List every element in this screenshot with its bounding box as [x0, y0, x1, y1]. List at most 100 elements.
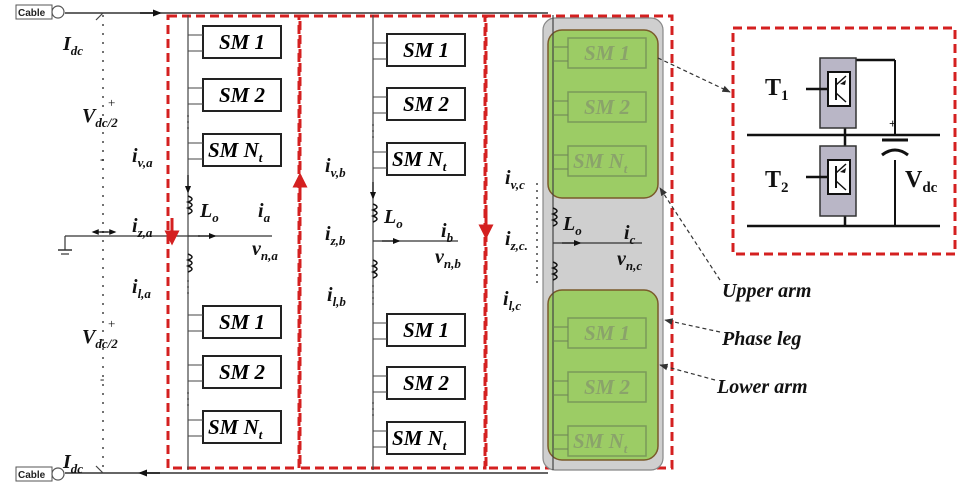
- ib-sub: b: [447, 230, 454, 245]
- t1-symbol: T: [765, 75, 781, 101]
- phase-a-upper-sm1: SM 1: [188, 25, 282, 59]
- vdc-upper-label: Vdc/2: [82, 105, 118, 130]
- phase-c-lower-sm1-label: SM 1: [584, 321, 630, 345]
- ivc-sub: v,c: [511, 177, 526, 192]
- t2-label: T2: [765, 167, 789, 196]
- phase-c-upper-smn: SM Nt: [553, 145, 647, 177]
- idc-bottom-label: Idc: [62, 451, 83, 476]
- vdc-cap-label: Vdc: [905, 167, 938, 196]
- phase-b-upper-smn-label: SM Nt: [392, 147, 447, 174]
- ia-symbol: i: [258, 200, 264, 222]
- loc-label: Lo: [562, 213, 582, 238]
- idc-bottom-sub: dc: [71, 461, 84, 476]
- phase-a-upper-inductor: [185, 195, 193, 215]
- vnc-label: vn,c: [617, 248, 642, 273]
- ilc-label: il,c: [503, 288, 521, 313]
- phase-c-lower-inductor: [550, 261, 558, 281]
- ivb-sub: v,b: [331, 165, 347, 180]
- cable-terminal-bottom: Cable: [15, 466, 65, 482]
- phase-c-lower-smn-text: SM N: [573, 429, 625, 453]
- callout-sm-to-detail: [657, 57, 731, 93]
- izb-sub: z,b: [330, 233, 346, 248]
- lower-arm-c: [547, 289, 659, 461]
- idc-top-sub: dc: [71, 43, 84, 58]
- izc-symbol: i: [505, 228, 511, 250]
- ivb-symbol: i: [325, 155, 331, 177]
- phase-c-upper-sm2: SM 2: [553, 91, 647, 123]
- vdc-upper-sub: dc/2: [95, 115, 118, 130]
- cable-terminal-top: Cable: [15, 4, 65, 20]
- switch-t1-icon: [806, 57, 857, 129]
- ic-symbol: i: [624, 222, 630, 244]
- phase-b-lower-sm1-label: SM 1: [403, 318, 449, 342]
- iva-sub: v,a: [138, 155, 154, 170]
- phase-a-upper-sm1-label: SM 1: [219, 30, 265, 54]
- ib-symbol: i: [441, 220, 447, 242]
- upper-arm-label: Upper arm: [722, 280, 811, 302]
- ic-sub: c: [630, 232, 636, 247]
- phase-c-upper-sm2-label: SM 2: [584, 95, 631, 119]
- phase-c-upper-sm1-label: SM 1: [584, 41, 630, 65]
- phase-b-upper-sm2: SM 2: [373, 87, 466, 121]
- cable-bottom-label: Cable: [18, 470, 46, 481]
- phase-b-upper-inductor: [370, 203, 378, 223]
- cable-top-label: Cable: [18, 8, 46, 19]
- phase-a-upper-sm2-label: SM 2: [219, 83, 266, 107]
- ilb-sub: l,b: [333, 294, 347, 309]
- callout-lower-arm: [659, 363, 716, 381]
- loc-symbol: L: [562, 213, 575, 235]
- vdc-lower-symbol: V: [82, 326, 97, 348]
- phase-leg-label: Phase leg: [721, 328, 801, 350]
- phase-c-upper-smn-sub: t: [624, 161, 628, 176]
- lower-arm-label: Lower arm: [716, 376, 808, 398]
- ia-label: ia: [258, 200, 271, 225]
- phase-a-upper-smn-label: SM Nt: [208, 138, 263, 165]
- loa-label: Lo: [199, 200, 219, 225]
- callout-arrows: [657, 57, 731, 381]
- submodule-detail: + T1 T2 Vdc: [731, 26, 957, 256]
- dc-bus: Cable Cable: [15, 4, 548, 482]
- vnb-sub: n,b: [444, 256, 461, 271]
- loa-sub: o: [212, 210, 219, 225]
- phase-a-lower-smn-sub: t: [259, 427, 263, 442]
- phase-a-lower-sm2: SM 2: [188, 355, 282, 389]
- callout-phase-leg: [664, 318, 721, 333]
- phase-a-lower-sm1-label: SM 1: [219, 310, 265, 334]
- vna-label: vn,a: [252, 238, 278, 263]
- ia-sub: a: [264, 210, 271, 225]
- t2-sub: 2: [781, 180, 789, 196]
- phase-c-lower-smn-label: SM Nt: [573, 429, 628, 456]
- vdc-upper-minus: -: [100, 151, 104, 166]
- vdc-cap-sub: dc: [922, 180, 937, 196]
- t2-symbol: T: [765, 167, 781, 193]
- ib-label: ib: [441, 220, 454, 245]
- svg-text:+: +: [889, 116, 896, 131]
- izb-symbol: i: [325, 223, 331, 245]
- phase-c-upper-smn-text: SM N: [573, 149, 625, 173]
- vnb-label: vn,b: [435, 246, 461, 271]
- ila-label: il,a: [132, 276, 151, 301]
- iza-symbol: i: [132, 215, 138, 237]
- phase-a-upper-smn: SM Nt: [188, 133, 282, 167]
- vdc-upper-plus: +: [108, 95, 115, 110]
- phase-a-lower-sm1: SM 1: [188, 305, 282, 339]
- izc-sub: z,c.: [510, 238, 528, 253]
- phase-c-upper-sm1: SM 1: [553, 37, 647, 69]
- iva-label: iv,a: [132, 145, 153, 170]
- idc-top-symbol: I: [62, 33, 72, 55]
- vnb-symbol: v: [435, 246, 445, 268]
- lob-sub: o: [396, 216, 403, 231]
- phase-b-lower-sm1: SM 1: [373, 313, 466, 347]
- vnc-sub: n,c: [626, 258, 642, 273]
- phase-a-lower-smn: SM Nt: [188, 410, 282, 444]
- phase-a-lower-sm2-label: SM 2: [219, 360, 266, 384]
- phase-a-upper-sm2: SM 2: [188, 78, 282, 112]
- phase-b-upper-smn: SM Nt: [373, 142, 466, 176]
- izb-label: iz,b: [325, 223, 346, 248]
- phase-a-upper-smn-sub: t: [259, 150, 263, 165]
- phase-a-lower-smn-label: SM Nt: [208, 415, 263, 442]
- phase-a-upper-smn-text: SM N: [208, 138, 260, 162]
- ivb-label: iv,b: [325, 155, 346, 180]
- iza-label: iz,a: [132, 215, 153, 240]
- ilc-sub: l,c: [509, 298, 522, 313]
